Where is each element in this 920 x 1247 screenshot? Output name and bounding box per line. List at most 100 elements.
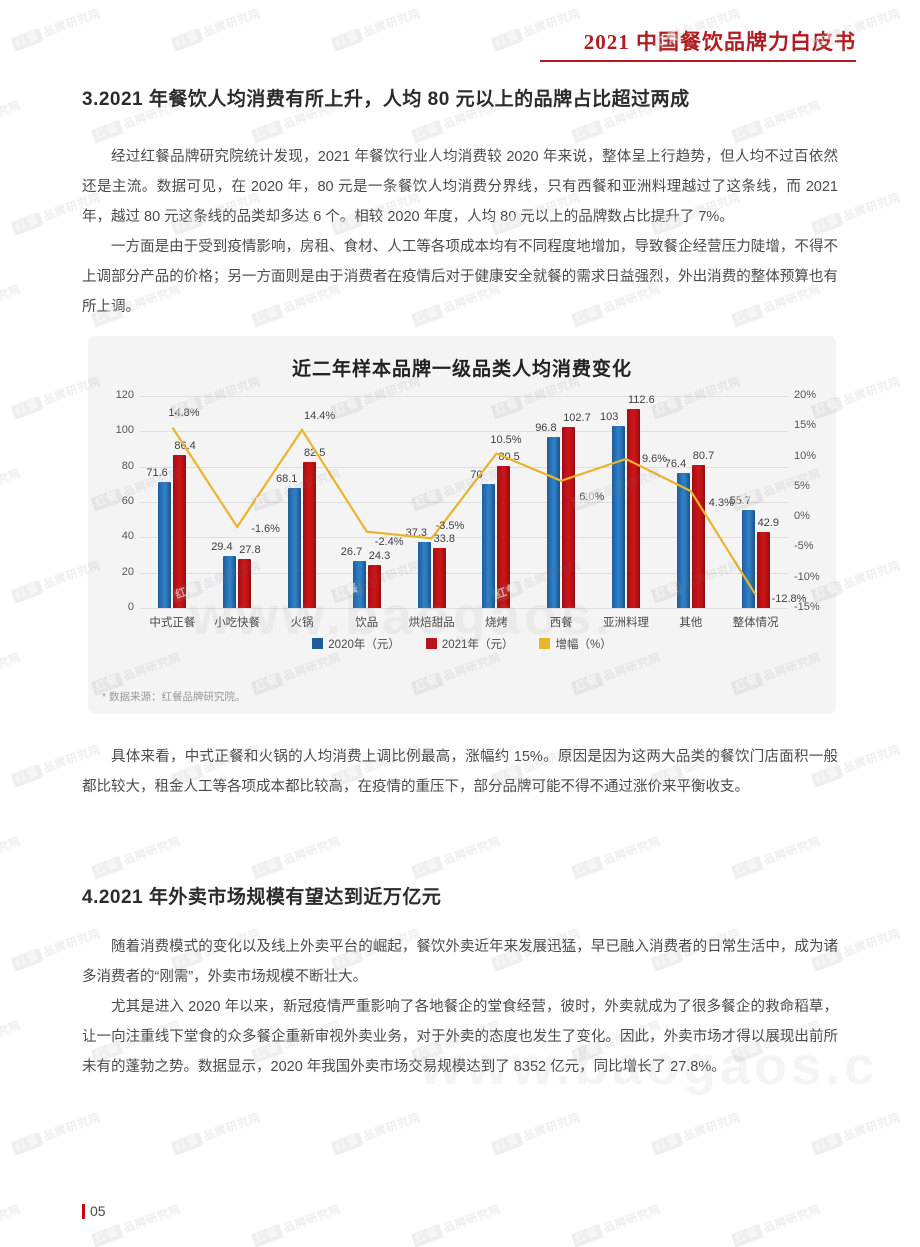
watermark: 红餐品牌研究院 <box>0 1203 23 1236</box>
chart-bar <box>676 473 690 608</box>
chart-growth-label: 14.4% <box>304 409 336 422</box>
chart-growth-label: -3.5% <box>435 520 465 533</box>
page-footer: 05 <box>82 1203 106 1219</box>
chart-legend-item[interactable]: 增幅（%） <box>539 636 612 652</box>
chart-bar-label: 29.4 <box>211 541 233 554</box>
chart-bar-label: 26.7 <box>340 545 363 558</box>
x-axis-tick-label: 中式正餐 <box>149 617 196 629</box>
watermark: 红餐品牌研究院 <box>250 1201 343 1247</box>
chart-bar <box>303 462 316 608</box>
chart-growth-label: 14.8% <box>168 407 200 420</box>
watermark: 红餐品牌研究院 <box>730 833 823 880</box>
page-header: 2021 中国餐饮品牌力白皮书 <box>0 0 920 70</box>
x-axis-tick-label: 其他 <box>679 617 703 629</box>
legend-swatch-icon <box>539 638 551 649</box>
chart-bar-label: 70 <box>470 469 483 482</box>
chart-gridline <box>140 466 788 468</box>
y-axis-right-tick: 0% <box>794 510 810 523</box>
watermark: 红餐品牌研究院 <box>0 99 23 132</box>
y-axis-right-tick: 5% <box>794 479 810 492</box>
chart-bar <box>288 487 301 608</box>
chart-bar <box>756 532 770 608</box>
chart-legend-item[interactable]: 2021年（元） <box>425 636 513 652</box>
paragraph-text: 经过红餐品牌研究院统计发现，2021 年餐饮行业人均消费较 2020 年来说，整… <box>82 149 838 225</box>
y-axis-left-tick: 20 <box>121 565 134 578</box>
paragraph-text: 尤其是进入 2020 年以来，新冠疫情严重影响了各地餐企的堂食经营，彼时，外卖就… <box>82 999 838 1075</box>
page-number: 05 <box>90 1203 106 1219</box>
chart-bar <box>417 542 431 608</box>
chart-bar-label: 96.8 <box>535 421 557 434</box>
x-axis-tick-label: 小吃快餐 <box>214 617 261 629</box>
x-axis-tick-label: 西餐 <box>549 617 573 629</box>
section-4-paragraph-1: 随着消费模式的变化以及线上外卖平台的崛起，餐饮外卖近年来发展迅猛，早已融入消费者… <box>82 932 838 992</box>
legend-swatch-icon <box>312 638 324 649</box>
y-axis-left-tick: 100 <box>115 424 134 437</box>
chart-gridline <box>140 431 788 433</box>
chart-bar-label: 80.5 <box>498 450 520 463</box>
section-3-paragraph-2: 一方面是由于受到疫情影响，房租、食材、人工等各项成本均有不同程度地增加，导致餐企… <box>82 232 838 322</box>
section-heading-4: 4.2021 年外卖市场规模有望达到近万亿元 <box>82 887 442 908</box>
section-4-paragraph-2: 尤其是进入 2020 年以来，新冠疫情严重影响了各地餐企的堂食经营，彼时，外卖就… <box>82 992 838 1082</box>
watermark: 红餐品牌研究院 <box>730 1201 823 1247</box>
chart-growth-label: 4.3% <box>708 497 734 510</box>
watermark: 红餐品牌研究院 <box>330 1109 423 1156</box>
watermark: 红餐品牌研究院 <box>250 833 343 880</box>
section-3-paragraph-3: 具体来看，中式正餐和火锅的人均消费上调比例最高，涨幅约 15%。原因是因为这两大… <box>82 742 838 802</box>
chart-bar-group <box>416 396 448 608</box>
chart-bar <box>741 509 755 608</box>
x-axis-tick-label: 整体情况 <box>732 617 779 629</box>
y-axis-right-tick: 10% <box>794 449 817 462</box>
chart-bar-label: 33.8 <box>433 533 456 546</box>
chart-source-note: * 数据来源：红餐品牌研究院。 <box>102 691 246 703</box>
chart-bar-label: 112.6 <box>628 394 655 407</box>
watermark: 红餐品牌研究院 <box>0 651 23 684</box>
chart-bar <box>562 426 576 608</box>
x-axis-tick-label: 亚洲料理 <box>603 617 649 629</box>
y-axis-left-tick: 60 <box>121 495 134 507</box>
chart-bar-label: 76.4 <box>664 458 687 471</box>
chart-bar <box>158 481 172 608</box>
watermark: 红餐品牌研究院 <box>490 1109 583 1156</box>
chart-bar-group <box>286 396 318 608</box>
paragraph-text: 具体来看，中式正餐和火锅的人均消费上调比例最高，涨幅约 15%。原因是因为这两大… <box>82 749 838 795</box>
chart-growth-label: -12.8% <box>771 592 807 605</box>
watermark: 红餐品牌研究院 <box>0 1019 23 1052</box>
x-axis-tick-label: 火锅 <box>290 617 314 629</box>
chart-bar <box>173 455 187 608</box>
watermark: 红餐品牌研究院 <box>410 1201 503 1247</box>
chart-bar-group <box>351 396 383 608</box>
watermark: 红餐品牌研究院 <box>0 835 23 868</box>
chart-growth-label: 6.0% <box>579 490 605 503</box>
x-axis-tick-label: 饮品 <box>355 617 379 629</box>
y-axis-left-tick: 80 <box>121 459 134 472</box>
chart-bar-label: 71.6 <box>146 466 168 479</box>
watermark: 红餐品牌研究院 <box>730 97 823 144</box>
chart-growth-label: -1.6% <box>251 522 280 535</box>
chart-panel: 近二年样本品牌一级品类人均消费变化 120 100 80 60 40 20 0 20% 15% 1… <box>88 336 836 714</box>
chart-growth-label: -2.4% <box>374 535 404 548</box>
chart-bar-label: 55.7 <box>729 494 752 507</box>
chart-bar <box>482 484 496 608</box>
y-axis-left-tick: 0 <box>127 601 134 613</box>
header-title: 2021 中国餐饮品牌力白皮书 <box>583 30 856 54</box>
chart-gridline <box>140 608 788 609</box>
watermark: 红餐品牌研究院 <box>170 1109 263 1156</box>
x-axis-tick-label: 烘焙甜品 <box>408 617 455 629</box>
chart-bar-label: 68.1 <box>276 472 298 485</box>
y-axis-right-tick: -10% <box>794 570 820 583</box>
chart-legend-item[interactable]: 2020年（元） <box>312 636 400 652</box>
chart-gridline <box>140 502 788 503</box>
section-heading-3: 3.2021 年餐饮人均消费有所上升，人均 80 元以上的品牌占比超过两成 <box>82 89 690 110</box>
chart-bar-label: 80.7 <box>692 450 715 463</box>
legend-swatch-icon <box>425 638 437 649</box>
chart-growth-label: 10.5% <box>490 433 522 446</box>
chart-bar <box>367 565 381 608</box>
chart-bar-label: 102.7 <box>563 411 591 424</box>
chart-bar-group <box>610 396 642 608</box>
chart-bar <box>432 548 446 608</box>
watermark: 红餐品牌研究院 <box>0 283 23 316</box>
y-axis-right-tick: 15% <box>794 419 817 432</box>
chart-gridline <box>140 572 788 574</box>
paragraph-text: 一方面是由于受到疫情影响，房租、食材、人工等各项成本均有不同程度地增加，导致餐企… <box>82 239 838 315</box>
